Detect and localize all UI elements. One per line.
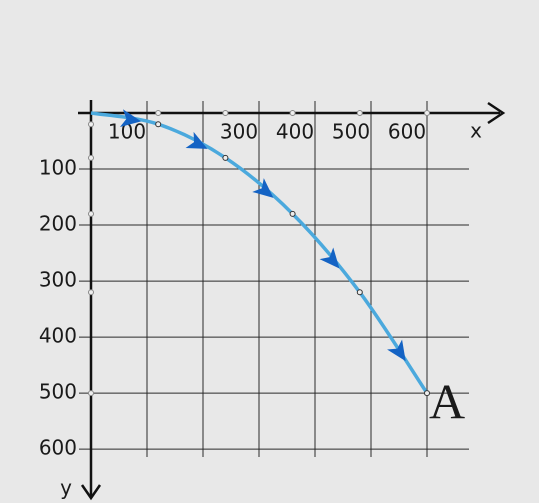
y-tick-label: 100 bbox=[39, 156, 77, 180]
y-axis-label: y bbox=[60, 476, 72, 500]
direction-arrow bbox=[387, 339, 406, 362]
y-projection bbox=[88, 154, 94, 161]
x-axis-label: x bbox=[470, 119, 482, 143]
x-projection bbox=[155, 110, 162, 116]
x-projection bbox=[424, 110, 430, 116]
x-projection bbox=[356, 110, 363, 116]
x-tick-label: 500 bbox=[332, 120, 370, 144]
y-projection bbox=[88, 390, 94, 397]
point bbox=[289, 210, 296, 217]
x-tick-label: 600 bbox=[388, 120, 426, 144]
x-axis-arrow bbox=[487, 101, 506, 125]
y-tick-label: 300 bbox=[39, 268, 77, 292]
point bbox=[424, 390, 430, 397]
direction-arrow bbox=[319, 247, 340, 269]
y-tick-label: 200 bbox=[39, 212, 77, 236]
direction-arrow bbox=[185, 131, 208, 149]
y-projection bbox=[88, 289, 94, 296]
y-axis-arrow bbox=[80, 484, 102, 501]
y-projection bbox=[88, 210, 94, 217]
y-tick-label: 400 bbox=[39, 324, 77, 348]
y-tick-label: 600 bbox=[39, 436, 77, 460]
y-projection bbox=[88, 121, 94, 128]
point bbox=[222, 154, 229, 161]
y-tick-label: 500 bbox=[39, 380, 77, 404]
point bbox=[356, 289, 363, 296]
x-tick-label: 300 bbox=[220, 120, 258, 144]
point-label: A bbox=[429, 374, 465, 430]
point bbox=[155, 121, 162, 128]
x-tick-label: 400 bbox=[276, 120, 314, 144]
x-projection bbox=[222, 110, 229, 116]
x-projection bbox=[289, 110, 296, 116]
direction-arrow bbox=[119, 109, 142, 127]
direction-arrow bbox=[252, 178, 274, 198]
